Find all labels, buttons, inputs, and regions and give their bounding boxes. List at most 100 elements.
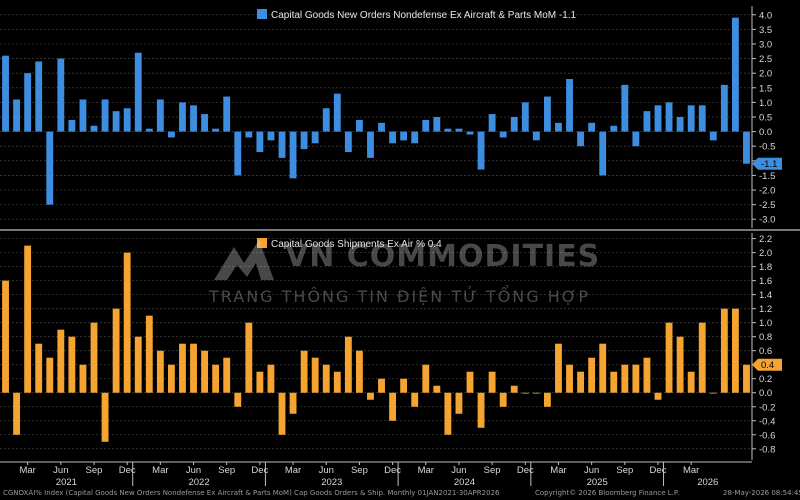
bar bbox=[665, 322, 673, 393]
bar bbox=[444, 392, 452, 435]
bar bbox=[79, 364, 87, 393]
y-tick-label: -0.5 bbox=[759, 142, 775, 153]
x-tick-label: Jun bbox=[53, 465, 68, 476]
y-tick-label: -0.4 bbox=[759, 416, 775, 427]
bar bbox=[599, 343, 607, 393]
y-tick-label: 3.0 bbox=[759, 39, 772, 50]
bar bbox=[68, 336, 76, 393]
bar bbox=[234, 392, 242, 407]
bar bbox=[57, 58, 65, 132]
bar bbox=[223, 357, 231, 393]
y-tick-label: -0.6 bbox=[759, 430, 775, 441]
bar bbox=[256, 371, 264, 393]
bar bbox=[101, 99, 109, 132]
x-tick-label: Jun bbox=[584, 465, 599, 476]
y-tick-label: 0.0 bbox=[759, 388, 772, 399]
bar bbox=[378, 378, 385, 393]
bar bbox=[555, 343, 562, 393]
bar bbox=[156, 99, 164, 132]
x-tick-label: Mar bbox=[683, 465, 699, 476]
bar bbox=[400, 378, 408, 393]
bar bbox=[90, 125, 98, 132]
bar bbox=[389, 131, 397, 144]
bar bbox=[355, 350, 363, 393]
bar bbox=[532, 131, 540, 141]
x-tick-label: Jun bbox=[186, 465, 201, 476]
bar bbox=[499, 131, 507, 138]
bar bbox=[35, 343, 43, 393]
panel-1: 4.03.53.02.52.01.51.00.50.0-0.5-1.0-1.5-… bbox=[0, 6, 782, 228]
bar bbox=[444, 128, 452, 132]
bar bbox=[167, 131, 175, 138]
last-value-badge: -1.1 bbox=[752, 157, 782, 170]
bar bbox=[720, 84, 728, 132]
bar bbox=[134, 52, 142, 132]
x-tick-label: Dec bbox=[251, 465, 268, 476]
x-tick-label: Dec bbox=[517, 465, 534, 476]
y-tick-label: 0.5 bbox=[759, 113, 772, 124]
bar bbox=[577, 371, 585, 393]
bar bbox=[466, 131, 474, 135]
bar bbox=[389, 392, 397, 421]
badge-label: 0.4 bbox=[761, 360, 774, 371]
bar bbox=[599, 131, 607, 176]
y-tick-label: 3.5 bbox=[759, 25, 772, 36]
bar bbox=[577, 131, 585, 147]
bar bbox=[367, 392, 374, 400]
bar bbox=[709, 392, 717, 394]
y-tick-label: 1.2 bbox=[759, 304, 772, 315]
bar bbox=[466, 371, 474, 393]
bar bbox=[245, 322, 253, 393]
bar bbox=[687, 371, 695, 393]
bar bbox=[256, 131, 264, 153]
bar bbox=[90, 322, 98, 393]
bar bbox=[167, 364, 175, 393]
bar bbox=[654, 105, 662, 132]
y-tick-label: -0.8 bbox=[759, 444, 775, 455]
x-tick-label: Dec bbox=[119, 465, 136, 476]
bar bbox=[156, 350, 164, 393]
bar bbox=[79, 99, 87, 132]
y-tick-label: 0.8 bbox=[759, 332, 772, 343]
bar bbox=[24, 73, 32, 132]
bar bbox=[610, 371, 618, 393]
bar bbox=[344, 131, 352, 153]
bar bbox=[46, 131, 54, 205]
y-tick-label: 2.5 bbox=[759, 54, 772, 65]
y-tick-label: -1.5 bbox=[759, 171, 775, 182]
bar bbox=[588, 357, 596, 393]
y-tick-label: 1.0 bbox=[759, 98, 772, 109]
bar bbox=[355, 119, 363, 132]
bar bbox=[311, 357, 319, 393]
bar bbox=[643, 357, 651, 393]
bar bbox=[411, 131, 419, 144]
x-tick-label: Dec bbox=[650, 465, 667, 476]
bar bbox=[499, 392, 507, 407]
x-tick-label: Mar bbox=[19, 465, 35, 476]
y-tick-label: 2.0 bbox=[759, 69, 772, 80]
bar bbox=[709, 131, 717, 141]
bar bbox=[123, 108, 131, 132]
legend-label: Capital Goods Shipments Ex Air % 0.4 bbox=[271, 239, 442, 250]
x-year-label: 2025 bbox=[587, 477, 608, 488]
x-tick-label: Jun bbox=[319, 465, 334, 476]
bar bbox=[411, 392, 419, 407]
bar bbox=[190, 105, 197, 132]
bar bbox=[322, 364, 330, 393]
x-tick-label: Sep bbox=[484, 465, 501, 476]
bar bbox=[532, 392, 540, 394]
y-tick-label: 1.4 bbox=[759, 290, 772, 301]
bar bbox=[588, 122, 596, 132]
bar bbox=[488, 114, 496, 132]
legend-label: Capital Goods New Orders Nondefense Ex A… bbox=[271, 10, 577, 21]
bar bbox=[521, 392, 529, 394]
badge-shape bbox=[752, 358, 782, 371]
bar bbox=[731, 308, 739, 393]
bar bbox=[13, 392, 21, 435]
x-year-label: 2026 bbox=[697, 477, 718, 488]
badge-shape bbox=[752, 157, 782, 170]
bar bbox=[543, 96, 551, 132]
bar bbox=[477, 131, 485, 170]
bar bbox=[190, 343, 197, 393]
